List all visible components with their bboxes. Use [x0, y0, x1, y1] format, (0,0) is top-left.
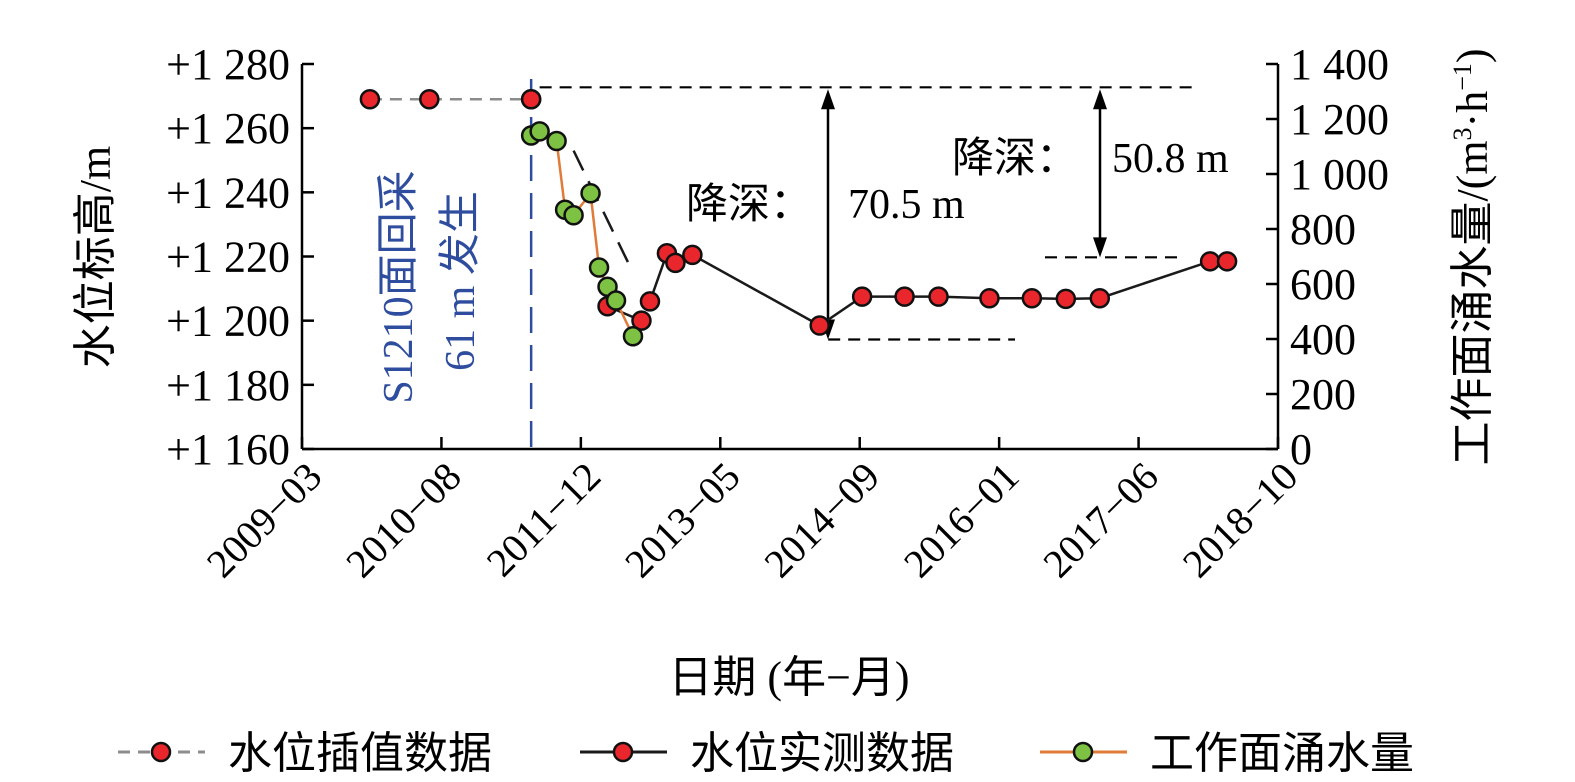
series-measured-point	[1199, 251, 1221, 272]
y-axis-label-right-sup1: 3	[1448, 127, 1477, 140]
y-tick-label-left: +1 160	[166, 425, 290, 474]
y-tick-label-right: 400	[1290, 315, 1356, 364]
legend-swatch-marker-measured	[612, 741, 634, 763]
series-measured-point	[665, 252, 686, 274]
series-measured-point	[1216, 251, 1238, 272]
x-tick-label: 2010−08	[337, 454, 470, 587]
series-inflow-point	[529, 121, 550, 142]
y-axis-label-right-end: )	[1448, 48, 1497, 63]
series-inflow-point	[563, 205, 584, 226]
series-measured-point	[639, 291, 661, 312]
y-tick-label-right: 0	[1290, 425, 1312, 474]
drawdown-1-label: 降深：	[686, 182, 812, 228]
legend-item-measured: 水位实测数据	[580, 729, 954, 778]
series-measured-point	[851, 286, 873, 307]
legend-label-interp: 水位插值数据	[228, 729, 492, 778]
y-axis-label-right: 工作面涌水量/(m3·h−1)	[1448, 48, 1497, 465]
y-tick-label-left: +1 180	[166, 361, 290, 410]
series-interp-point	[359, 89, 381, 110]
y-axis-label-left: 水位标高/m	[71, 146, 120, 368]
series-measured-point	[520, 89, 542, 110]
y-axis-label-right-main: 工作面涌水量/(m	[1448, 140, 1497, 465]
series-layer	[359, 89, 1238, 347]
series-interp-point	[419, 89, 440, 110]
y-tick-label-right: 600	[1290, 260, 1356, 309]
x-tick-label: 2017−06	[1034, 454, 1167, 587]
y-tick-label-left: +1 240	[166, 168, 290, 217]
y-tick-label-left: +1 280	[166, 40, 290, 89]
series-inflow-point	[588, 257, 610, 278]
y-axis-label-right-mid: ·h	[1448, 91, 1497, 128]
legend-swatch-marker-interp	[150, 741, 172, 763]
x-tick-label: 2016−01	[895, 454, 1028, 587]
drawdown-2-label: 降深：	[952, 136, 1078, 182]
axes: +1 160 +1 180 +1 200 +1 220 +1 240 +1 260 +1 2…	[166, 40, 1389, 586]
series-measured-point	[682, 244, 703, 266]
legend-label-measured: 水位实测数据	[690, 729, 954, 778]
y-tick-label-right: 200	[1290, 370, 1356, 419]
trend-dash-line	[572, 150, 635, 274]
series-inflow-point	[605, 290, 627, 311]
y-tick-label-left: +1 220	[166, 233, 290, 282]
series-measured-point	[631, 310, 652, 331]
legend-item-interp: 水位插值数据	[118, 729, 492, 778]
x-axis-label: 日期 (年−月)	[668, 653, 909, 702]
y-tick-label-right: 1 400	[1290, 40, 1389, 89]
x-tick-label: 2018−10	[1174, 454, 1307, 587]
series-measured-point	[809, 315, 830, 336]
series-inflow-point	[622, 326, 644, 347]
series-inflow-point	[546, 130, 567, 152]
drawdown-2-value: 50.8 m	[1112, 136, 1229, 182]
series-measured-point	[1055, 288, 1077, 310]
series-measured-point	[979, 287, 1000, 309]
legend-swatch-marker-inflow	[1072, 741, 1094, 763]
event-label-line2: 61 m 发生	[438, 191, 484, 371]
drawdown-1-arrow-head-up	[821, 89, 835, 110]
drawdown-1-value: 70.5 m	[848, 182, 965, 228]
series-inflow-point	[580, 183, 601, 204]
y-tick-label-left: +1 200	[166, 297, 290, 346]
series-measured-point	[1089, 287, 1111, 309]
drawdown-2-arrow-head-up	[1093, 89, 1107, 110]
series-measured-point	[1021, 287, 1043, 309]
series-measured-point	[894, 286, 915, 307]
y-tick-label-right: 1 000	[1290, 150, 1389, 199]
x-tick-label: 2014−09	[755, 454, 888, 587]
legend: 水位插值数据 水位实测数据 工作面涌水量	[118, 729, 1414, 778]
y-axis-label-right-sup2: −1	[1448, 63, 1477, 91]
drawdown-2-arrow-head-down	[1093, 237, 1107, 258]
y-tick-label-right: 1 200	[1290, 95, 1389, 144]
legend-label-inflow: 工作面涌水量	[1150, 729, 1414, 778]
series-measured-point	[928, 286, 949, 307]
event-label-line1: S1210面回采	[376, 170, 422, 403]
y-tick-label-right: 800	[1290, 205, 1356, 254]
x-tick-label: 2011−12	[478, 454, 610, 586]
legend-item-inflow: 工作面涌水量	[1040, 729, 1414, 778]
x-tick-label: 2013−05	[616, 454, 749, 587]
annotation-layer	[529, 79, 1195, 449]
y-tick-label-left: +1 260	[166, 104, 290, 153]
